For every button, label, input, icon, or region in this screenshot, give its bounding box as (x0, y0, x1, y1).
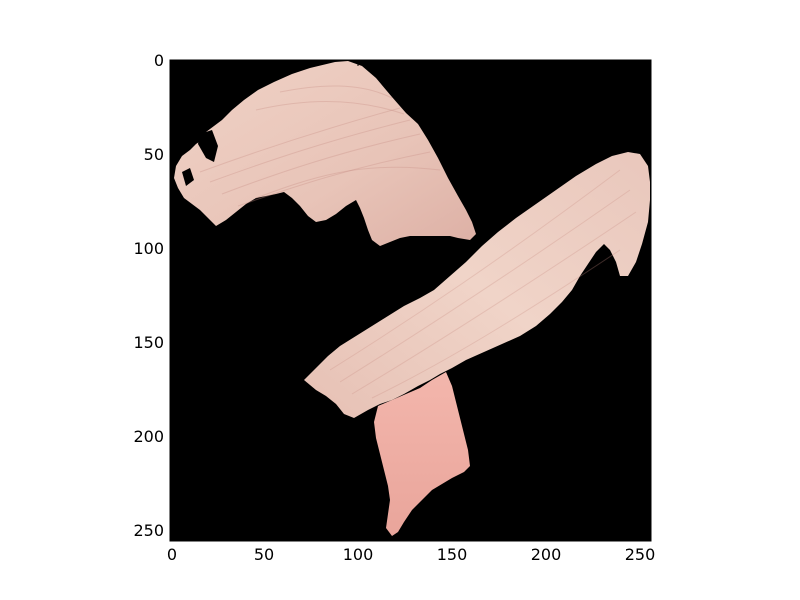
y-tick-label: 50 (144, 145, 164, 164)
y-tick-label: 150 (133, 333, 164, 352)
x-tick-label: 250 (625, 545, 656, 564)
y-tick-label: 200 (133, 427, 164, 446)
y-tick-label: 100 (133, 239, 164, 258)
x-tick-label: 0 (167, 545, 177, 564)
x-tick-label: 200 (531, 545, 562, 564)
x-tick-label: 50 (254, 545, 274, 564)
x-tick-label: 150 (437, 545, 468, 564)
y-tick-label: 0 (154, 51, 164, 70)
y-tick-label: 250 (133, 521, 164, 540)
x-tick-label: 100 (343, 545, 374, 564)
